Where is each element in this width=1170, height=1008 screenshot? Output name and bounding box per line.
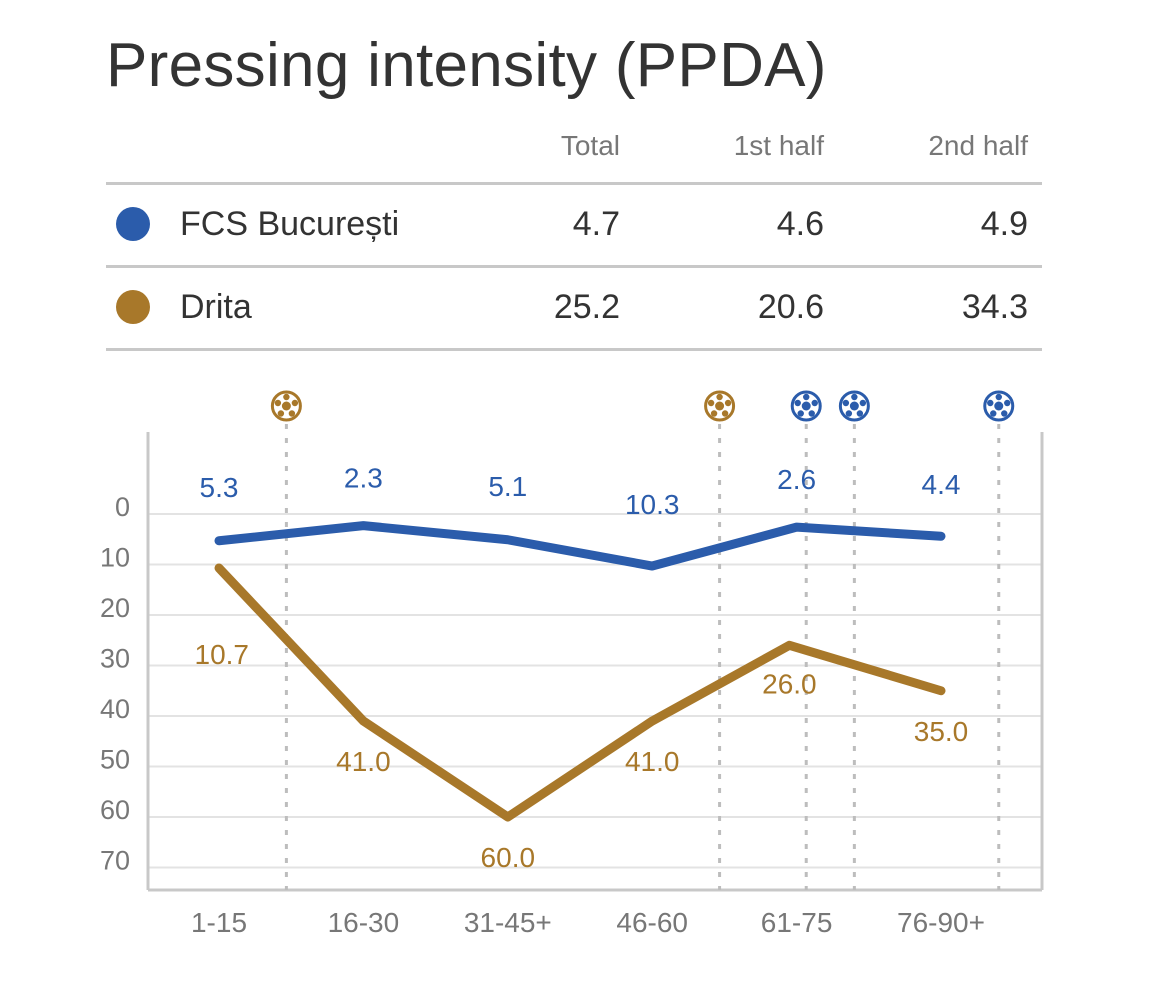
soccer-ball-patch bbox=[987, 399, 994, 407]
soccer-ball-patch bbox=[794, 399, 801, 407]
soccer-ball-patch bbox=[845, 410, 853, 417]
soccer-ball-patch bbox=[856, 410, 864, 417]
soccer-ball-patch bbox=[716, 393, 723, 401]
x-tick-label: 16-30 bbox=[328, 907, 400, 938]
data-label-drita: 60.0 bbox=[481, 842, 536, 873]
ppda-line-chart: 0 10 20 30 40 50 60 70 1-15 16-30 31-45+ 46-60 61-75… bbox=[100, 390, 1044, 938]
total-value-fcsb: 4.7 bbox=[572, 205, 620, 243]
series-line-fcsb bbox=[214, 521, 946, 571]
soccer-ball-patch bbox=[724, 399, 732, 407]
team-name-drita: Drita bbox=[180, 288, 252, 326]
data-label-fcsb: 4.4 bbox=[922, 469, 961, 500]
table-divider bbox=[106, 265, 1042, 268]
team-color-dot-fcsb bbox=[116, 207, 150, 241]
data-label-fcsb: 10.3 bbox=[625, 489, 680, 520]
column-header-first-half: 1st half bbox=[733, 130, 824, 161]
soccer-ball-patch bbox=[842, 399, 850, 407]
soccer-ball-patch bbox=[803, 393, 810, 401]
team-name-fcsb: FCS București bbox=[180, 205, 400, 243]
soccer-ball-patch bbox=[274, 399, 282, 407]
table-row-drita: Drita 25.2 20.6 34.3 bbox=[106, 268, 1042, 348]
table-divider bbox=[106, 348, 1042, 351]
y-tick-label: 10 bbox=[100, 543, 130, 573]
soccer-ball-patch bbox=[851, 393, 858, 401]
soccer-ball-patch bbox=[808, 410, 815, 417]
soccer-ball-patch bbox=[811, 399, 818, 407]
data-label-drita: 41.0 bbox=[625, 746, 680, 777]
y-tick-label: 20 bbox=[100, 593, 130, 623]
y-tick-label: 50 bbox=[100, 745, 130, 775]
soccer-ball-patch bbox=[990, 410, 997, 417]
first-half-value-drita: 20.6 bbox=[757, 288, 824, 326]
table-divider bbox=[106, 182, 1042, 185]
series-line-drita bbox=[214, 563, 946, 822]
chart-title: Pressing intensity (PPDA) bbox=[106, 31, 827, 100]
soccer-ball-patch bbox=[288, 410, 296, 417]
soccer-ball-patch bbox=[710, 410, 718, 417]
soccer-ball-patch bbox=[283, 393, 290, 401]
first-half-value-fcsb: 4.6 bbox=[776, 205, 824, 243]
data-label-fcsb: 5.3 bbox=[200, 472, 239, 503]
data-label-drita: 35.0 bbox=[914, 716, 969, 747]
data-label-drita: 26.0 bbox=[762, 668, 817, 699]
total-value-drita: 25.2 bbox=[553, 288, 620, 326]
soccer-ball-patch bbox=[1004, 399, 1011, 407]
soccer-ball-patch bbox=[994, 401, 1004, 411]
column-header-second-half: 2nd half bbox=[928, 130, 1028, 161]
data-label-fcsb: 5.1 bbox=[488, 471, 527, 502]
column-header-total: Total bbox=[560, 130, 620, 161]
soccer-ball-patch bbox=[1001, 410, 1008, 417]
soccer-ball-patch bbox=[859, 399, 867, 407]
soccer-ball-patch bbox=[849, 401, 859, 411]
data-label-fcsb: 2.6 bbox=[777, 464, 816, 495]
x-tick-label: 1-15 bbox=[191, 907, 247, 938]
second-half-value-drita: 34.3 bbox=[961, 288, 1028, 326]
y-tick-label: 70 bbox=[100, 846, 130, 876]
data-label-drita: 41.0 bbox=[336, 746, 391, 777]
data-label-fcsb: 2.3 bbox=[344, 463, 383, 494]
ppda-stats-table: Total 1st half 2nd half FCS București 4.… bbox=[106, 126, 1042, 351]
soccer-ball-patch bbox=[281, 401, 291, 411]
soccer-ball-patch bbox=[995, 393, 1002, 401]
x-tick-label: 31-45+ bbox=[464, 907, 552, 938]
table-row-fcsb: FCS București 4.7 4.6 4.9 bbox=[106, 185, 1042, 265]
y-tick-label: 0 bbox=[115, 492, 130, 522]
soccer-ball-patch bbox=[715, 401, 725, 411]
soccer-ball-patch bbox=[721, 410, 729, 417]
data-label-drita: 10.7 bbox=[195, 639, 250, 670]
soccer-ball-patch bbox=[797, 410, 804, 417]
y-tick-label: 60 bbox=[100, 795, 130, 825]
y-tick-label: 40 bbox=[100, 694, 130, 724]
soccer-ball-patch bbox=[277, 410, 285, 417]
x-tick-label: 46-60 bbox=[616, 907, 688, 938]
y-tick-label: 30 bbox=[100, 644, 130, 674]
x-tick-label: 61-75 bbox=[761, 907, 833, 938]
stats-header: Total 1st half 2nd half bbox=[106, 126, 1042, 182]
soccer-ball-patch bbox=[801, 401, 811, 411]
team-color-dot-drita bbox=[116, 290, 150, 324]
soccer-ball-patch bbox=[291, 399, 299, 407]
x-tick-label: 76-90+ bbox=[897, 907, 985, 938]
second-half-value-fcsb: 4.9 bbox=[980, 205, 1028, 243]
soccer-ball-patch bbox=[707, 399, 715, 407]
